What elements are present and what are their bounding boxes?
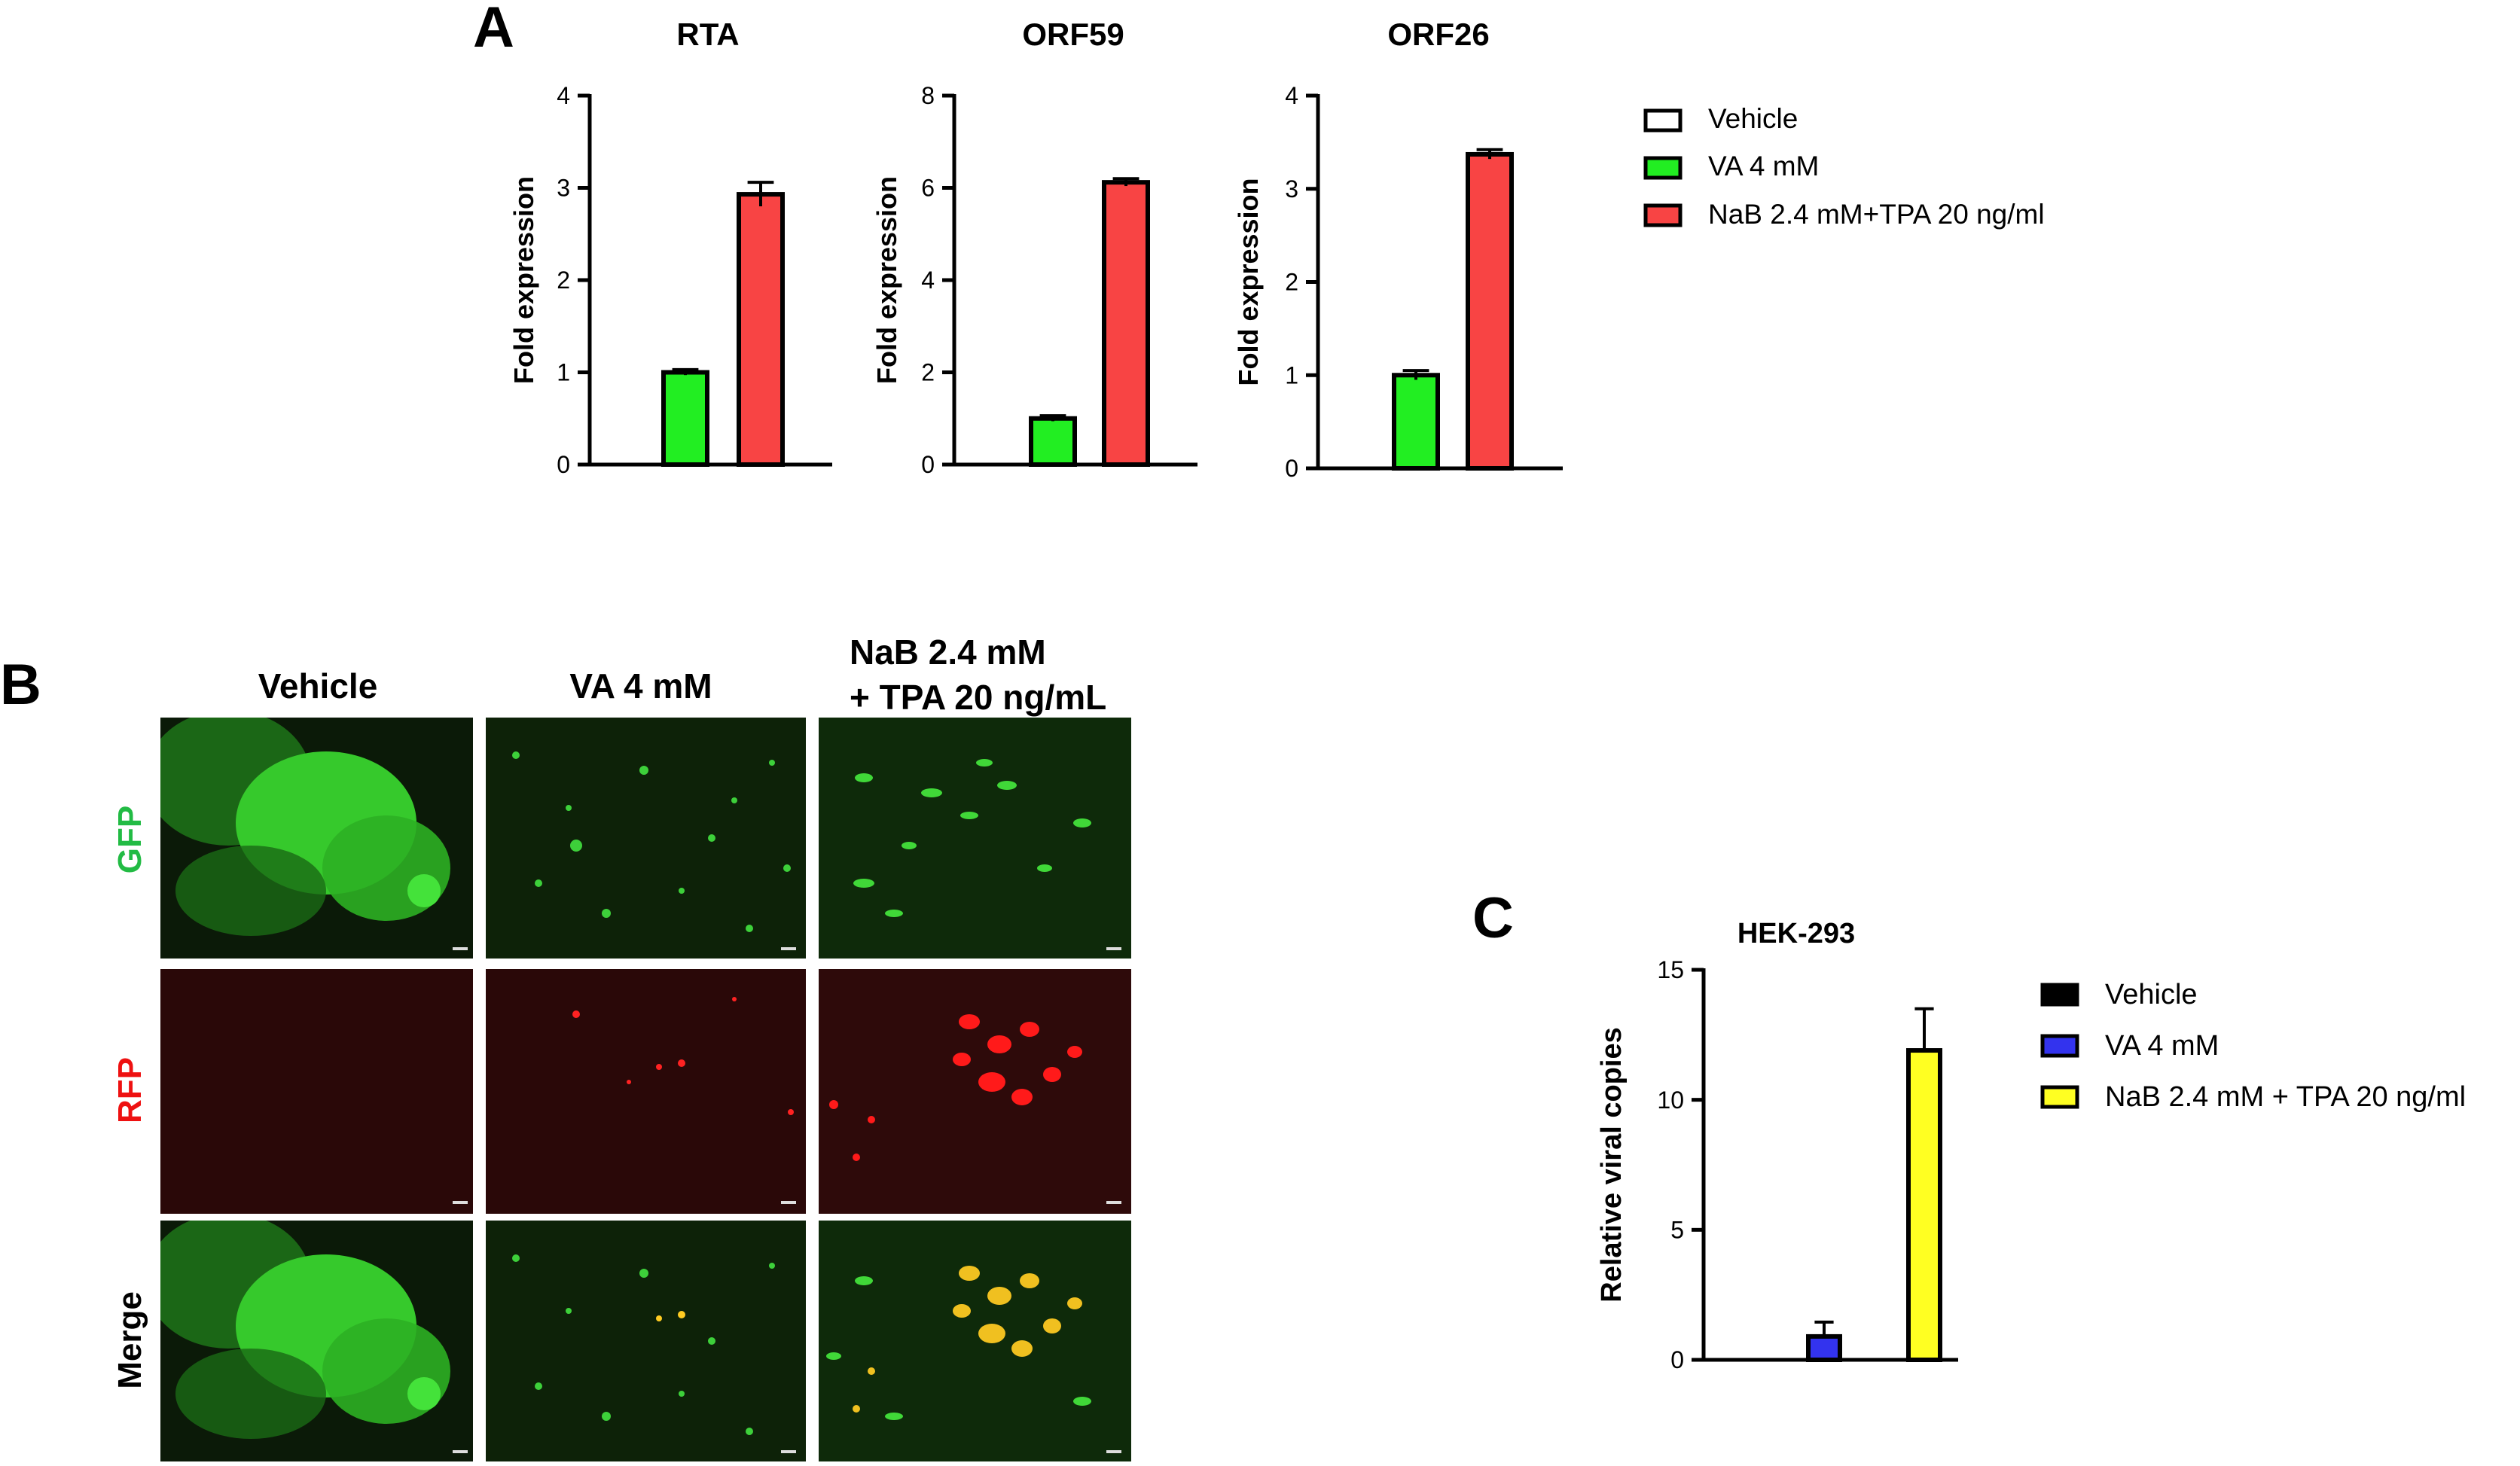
y-tick-label-orf26-0: 0	[1285, 455, 1298, 482]
bar-orf59-2	[1102, 180, 1150, 467]
chart-orf26: ORF26 Fold expression 0 1 2 3 4	[1233, 17, 1563, 482]
legend-label-va: VA 4 mM	[1708, 151, 1819, 181]
legend-swatch-c-nab	[2040, 1085, 2079, 1109]
y-tick-label-orf26-2: 2	[1285, 269, 1298, 296]
micro-col-header-nab: NaB 2.4 mM	[850, 632, 1046, 672]
micro-col-header-vehicle: Vehicle	[258, 666, 378, 706]
legend-swatch-va	[1643, 156, 1683, 180]
y-tick-label-rta-3: 3	[557, 175, 570, 202]
micro-row-label-merge: Merge	[111, 1291, 148, 1389]
chart-title-rta: RTA	[676, 17, 739, 52]
y-tick-label-hek293-2: 10	[1657, 1087, 1684, 1114]
micro-image-merge-vehicle	[160, 1221, 473, 1461]
bar-rta-1	[661, 370, 709, 467]
legend-label-nab: NaB 2.4 mM+TPA 20 ng/ml	[1708, 199, 2045, 230]
chart-title-orf26: ORF26	[1387, 17, 1489, 52]
y-tick-label-hek293-1: 5	[1670, 1217, 1684, 1244]
legend-label-c-nab: NaB 2.4 mM + TPA 20 ng/ml	[2105, 1081, 2466, 1113]
y-tick-label-orf26-4: 4	[1285, 82, 1298, 109]
y-tick-label-orf59-3: 6	[921, 175, 935, 202]
legend-swatch-nab	[1643, 203, 1683, 227]
y-tick-label-orf59-4: 8	[921, 82, 935, 109]
legend-panel-c: Vehicle VA 4 mM NaB 2.4 mM + TPA 20 ng/m…	[2040, 979, 2466, 1113]
legend-swatch-c-vehicle	[2040, 983, 2079, 1007]
y-tick-label-orf59-1: 2	[921, 359, 935, 386]
micro-image-merge-nab	[819, 1221, 1131, 1461]
micro-image-gfp-vehicle	[160, 718, 473, 959]
legend-panel-a: Vehicle VA 4 mM NaB 2.4 mM+TPA 20 ng/ml	[1643, 103, 2045, 230]
y-axis-label-orf59: Fold expression	[871, 176, 902, 384]
legend-label-c-vehicle: Vehicle	[2105, 979, 2198, 1010]
y-axis-label-orf26: Fold expression	[1233, 178, 1264, 386]
y-tick-label-rta-1: 1	[557, 359, 570, 386]
chart-title-orf59: ORF59	[1022, 17, 1124, 52]
bar-hek293-2	[1906, 1048, 1942, 1362]
y-tick-label-orf59-0: 0	[921, 451, 935, 478]
panel-letter-a: A	[473, 0, 514, 59]
y-tick-label-orf26-1: 1	[1285, 361, 1298, 389]
micro-row-label-gfp: GFP	[111, 806, 148, 873]
micro-image-rfp-va	[486, 969, 806, 1214]
bar-orf26-2	[1466, 151, 1514, 471]
y-tick-label-hek293-0: 0	[1670, 1346, 1684, 1373]
panel-letter-c: C	[1472, 886, 1514, 950]
micro-image-gfp-va	[486, 718, 806, 959]
micro-image-gfp-nab	[819, 718, 1131, 959]
y-axis-label-hek293: Relative viral copies	[1596, 1027, 1628, 1302]
bar-orf26-1	[1392, 373, 1440, 471]
micro-image-rfp-nab	[819, 969, 1131, 1214]
bar-orf59-1	[1029, 416, 1077, 467]
micro-col-header-tpa: + TPA 20 ng/mL	[850, 678, 1106, 717]
micro-col-header-va: VA 4 mM	[569, 666, 712, 706]
panel-letter-b: B	[0, 653, 41, 717]
bar-hek293-1	[1806, 1333, 1842, 1363]
legend-swatch-vehicle	[1643, 108, 1683, 133]
y-tick-label-rta-2: 2	[557, 267, 570, 294]
chart-orf59: ORF59 Fold expression 0 2 4 6 8	[871, 17, 1197, 478]
micro-image-merge-va	[486, 1221, 806, 1461]
y-tick-label-rta-4: 4	[557, 82, 570, 109]
y-tick-label-orf26-3: 3	[1285, 175, 1298, 203]
chart-title-hek293: HEK-293	[1737, 918, 1855, 949]
y-tick-label-orf59-2: 4	[921, 267, 935, 294]
legend-label-c-va: VA 4 mM	[2105, 1030, 2219, 1062]
chart-rta: RTA Fold expression 0 1 2 3 4	[508, 17, 832, 478]
micro-image-rfp-vehicle	[160, 969, 473, 1214]
micro-row-label-rfp: RFP	[111, 1057, 148, 1123]
legend-label-vehicle: Vehicle	[1708, 103, 1798, 134]
y-axis-label-rta: Fold expression	[508, 176, 539, 384]
chart-hek293: HEK-293 Relative viral copies 0 5 10 15	[1596, 918, 1958, 1373]
y-tick-label-rta-0: 0	[557, 451, 570, 478]
y-tick-label-hek293-3: 15	[1657, 956, 1684, 983]
bar-rta-2	[737, 192, 785, 467]
legend-swatch-c-va	[2040, 1034, 2079, 1058]
